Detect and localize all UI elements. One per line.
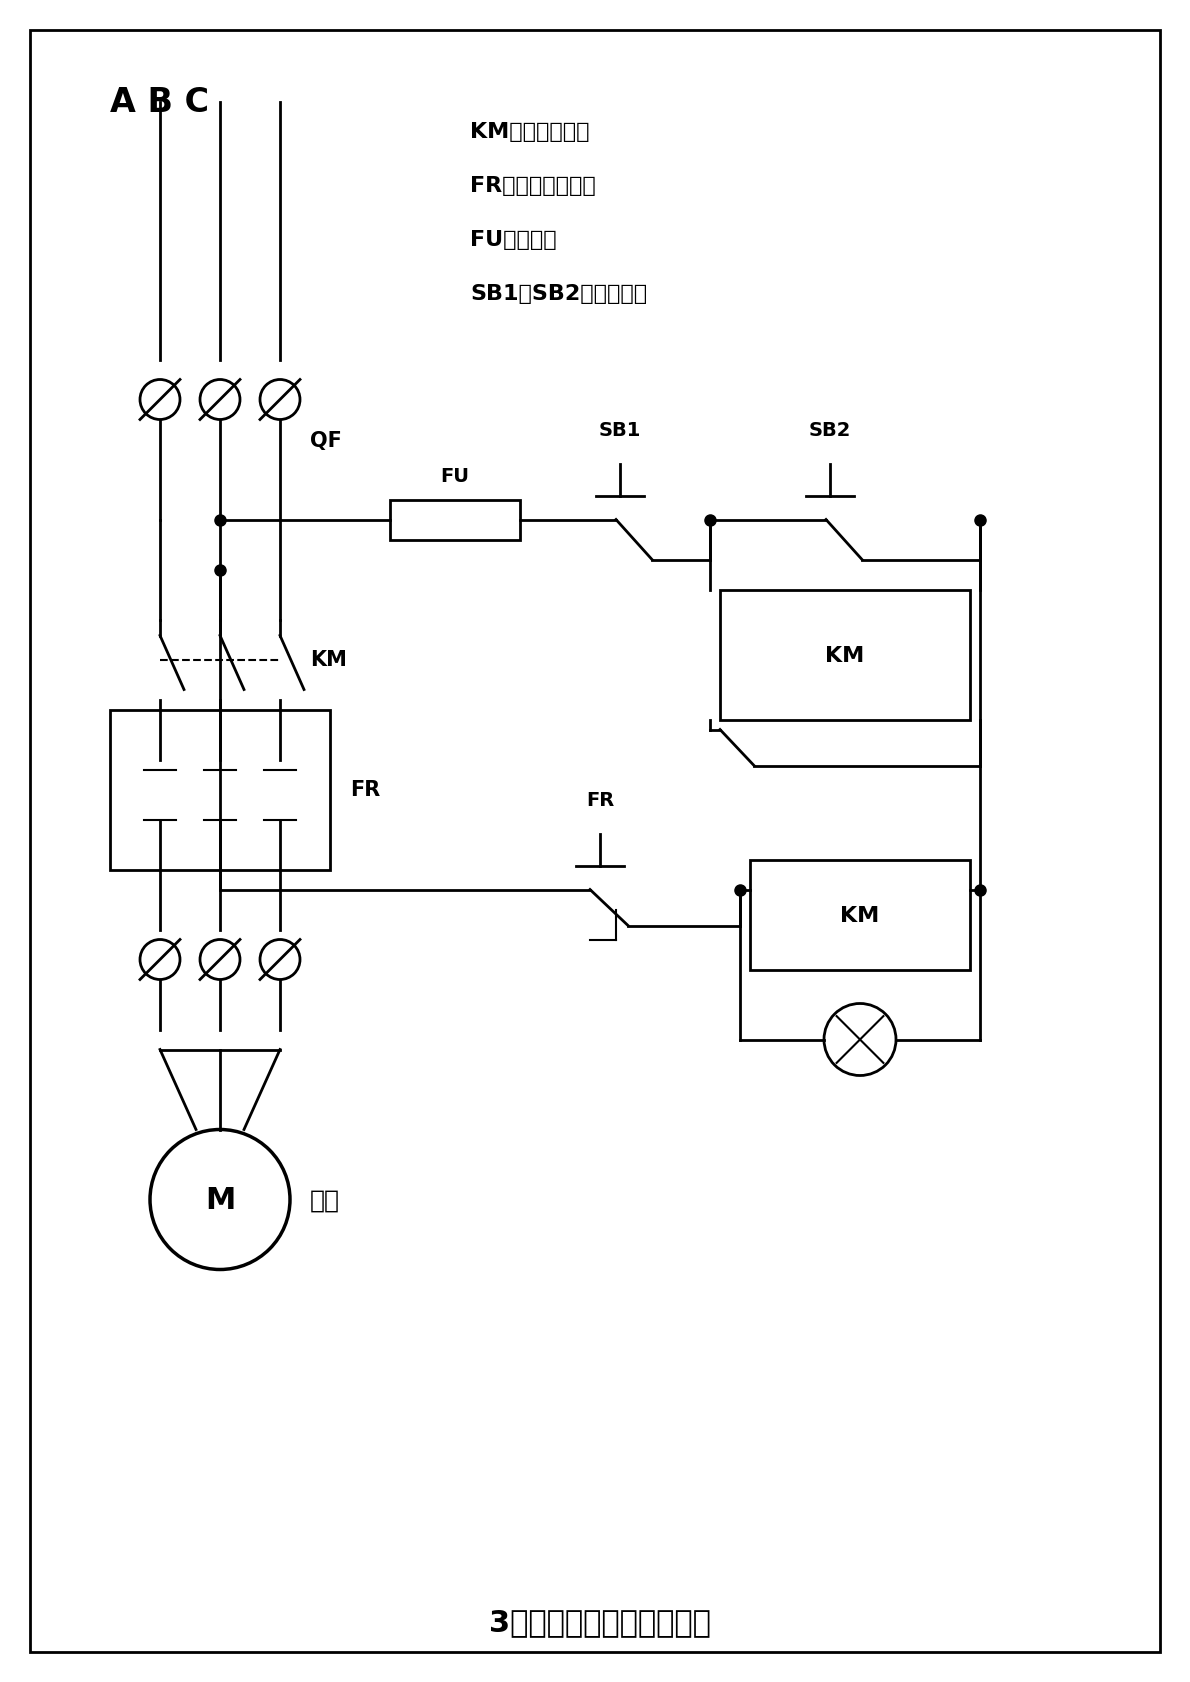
Bar	[750, 860, 970, 971]
Text: SB1: SB1	[599, 420, 641, 439]
Text: KM: KM	[826, 646, 865, 664]
Bar	[109, 710, 330, 870]
Text: FU: FU	[440, 466, 470, 486]
Bar	[390, 500, 520, 540]
Text: KM：交流接触器: KM：交流接触器	[470, 123, 589, 143]
Text: QF: QF	[311, 431, 342, 451]
Text: FU：保险丝: FU：保险丝	[470, 230, 557, 251]
Bar	[720, 590, 970, 720]
Text: 3相电机启、停控制接线图: 3相电机启、停控制接线图	[489, 1606, 710, 1637]
Text: M: M	[205, 1186, 236, 1214]
Text: KM: KM	[840, 905, 879, 925]
Text: SB2: SB2	[809, 420, 851, 439]
Text: A B C: A B C	[109, 86, 209, 119]
Text: KM: KM	[311, 651, 346, 669]
Text: FR: FR	[585, 791, 614, 809]
Text: FR: FR	[350, 780, 381, 801]
Text: SB1、SB2：启停按鈕: SB1、SB2：启停按鈕	[470, 284, 647, 304]
Text: FR：热过载继电器: FR：热过载继电器	[470, 177, 596, 197]
Text: 电机: 电机	[311, 1187, 340, 1211]
